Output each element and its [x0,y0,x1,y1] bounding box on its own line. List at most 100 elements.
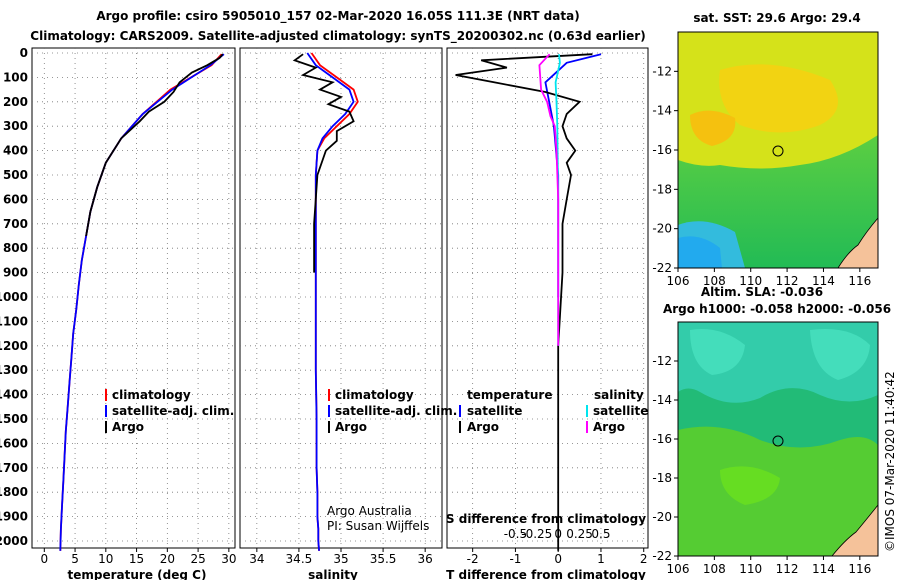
sst-map-land [837,216,879,269]
depth-tick-label: 1400 [0,388,28,402]
s-diff-tick-label: 0.5 [591,527,610,541]
map-y-tick-label: -20 [652,222,672,236]
x-tick-label: -1 [509,552,521,566]
map-y-tick-label: -18 [652,471,672,485]
depth-tick-label: 600 [3,192,28,206]
depth-tick-label: 900 [3,266,28,280]
map-y-tick-label: -12 [652,354,672,368]
x-tick-label: 35 [333,552,348,566]
difference-panel [446,47,649,549]
sst-map-cool-core [678,236,722,268]
depth-tick-label: 200 [3,95,28,109]
sla-map [677,321,879,557]
legend-temperature-title: temperature [467,388,552,402]
profile-lines [59,52,602,551]
series-differences-from-climatology-s-argo [538,53,560,346]
series-temperature-argo [85,53,224,237]
credit-line-1: Argo Australia [327,504,412,518]
legend-satellite: satellite-adj. clim. [335,404,457,418]
map-y-tick-label: -12 [652,64,672,78]
x-tick-label: 0 [40,552,48,566]
x-tick-label: 36 [418,552,433,566]
depth-tick-label: 500 [3,168,28,182]
depth-tick-label: 700 [3,217,28,231]
series-differences-from-climatology-t-satellite [544,53,602,297]
x-tick-label: 0 [554,552,562,566]
series-temperature-climatology [59,53,223,551]
x-tick-label: 2 [640,552,648,566]
legend-s-argo: Argo [593,420,625,434]
map-x-tick-label: 112 [776,562,799,576]
map-x-tick-label: 116 [848,274,871,288]
map-y-tick-label: -16 [652,432,672,446]
x-tick-label: 5 [71,552,79,566]
legend-satellite: satellite-adj. clim. [112,404,234,418]
s-diff-tick-label: -0.5 [504,527,527,541]
legend-climatology: climatology [335,388,414,402]
sla-map-green-patch [720,466,780,505]
map-x-tick-label: 110 [739,274,762,288]
map-x-tick-label: 116 [848,562,871,576]
legend-salinity-title: salinity [594,388,644,402]
x-tick-label: 10 [98,552,113,566]
sst-map-warm-patch [690,110,736,146]
s-diff-tick-label: -0.25 [521,527,552,541]
series-differences-from-climatology-t-argo [455,53,593,551]
map-x-tick-label: 106 [667,274,690,288]
x-tick-label: 35.5 [370,552,397,566]
sla-map-title: Altim. SLA: -0.036 [701,285,823,299]
legend-t-argo: Argo [467,420,499,434]
x-tick-label: -2 [467,552,479,566]
sla-map-subtitle: Argo h1000: -0.058 h2000: -0.056 [663,302,891,316]
sla-map-teal-east [810,329,870,380]
map-y-tick-label: -16 [652,143,672,157]
map-y-tick-label: -20 [652,510,672,524]
x-tick-label: 25 [190,552,205,566]
sst-map-warm-core [719,64,838,133]
depth-tick-label: 300 [3,119,28,133]
temperature-legend: climatology satellite-adj. clim. Argo [105,388,234,434]
legend-argo: Argo [112,420,144,434]
sst-map-axes: 106 108 110 112 114 116 -12 -14 -16 -18 -20 -22 [652,64,871,288]
depth-tick-label: 1600 [0,436,28,450]
map-y-tick-label: -22 [652,549,672,563]
x-tick-label: 1 [597,552,605,566]
map-x-tick-label: 108 [703,274,726,288]
x-tick-label: 30 [221,552,236,566]
legend-argo: Argo [335,420,367,434]
legend-t-satellite: satellite [467,404,522,418]
depth-tick-label: 1300 [0,363,28,377]
depth-tick-label: 1700 [0,461,28,475]
depth-axis: 0 100 200 300 400 500 600 700 800 900 1000 1100 1200… [0,46,28,548]
depth-tick-label: 100 [3,70,28,84]
series-salinity-argo [292,53,355,273]
s-difference-axis-label: S difference from climatology [446,512,646,526]
map-y-tick-label: -14 [652,393,672,407]
map-y-tick-label: -14 [652,104,672,118]
map-x-tick-label: 108 [703,562,726,576]
salinity-axis-label: salinity [308,568,358,580]
map-y-tick-label: -22 [652,261,672,275]
title-line-2: Climatology: CARS2009. Satellite-adjuste… [30,29,645,44]
sla-map-green-south [678,426,878,556]
depth-tick-label: 400 [3,144,28,158]
sst-argo-marker [772,145,784,157]
legend-s-satellite: satellite [593,404,648,418]
sst-map-title: sat. SST: 29.6 Argo: 29.4 [693,11,860,25]
sla-argo-marker [772,435,784,447]
sst-map [677,31,879,269]
map-x-tick-label: 114 [812,274,835,288]
depth-tick-label: 800 [3,241,28,255]
title-line-1: Argo profile: csiro 5905010_157 02-Mar-2… [96,9,579,24]
map-x-tick-label: 112 [776,274,799,288]
sla-map-axes: 106 108 110 112 114 116 -12 -14 -16 -18 -20 -22 [652,354,871,576]
x-tick-label: 15 [129,552,144,566]
x-tick-label: 20 [160,552,175,566]
legend-climatology: climatology [112,388,191,402]
depth-tick-label: 1000 [0,290,28,304]
x-tick-label: 34.5 [286,552,313,566]
map-x-tick-label: 106 [667,562,690,576]
sla-map-teal-patch [690,329,745,375]
map-y-tick-label: -18 [652,182,672,196]
series-salinity-climatology [310,52,359,551]
